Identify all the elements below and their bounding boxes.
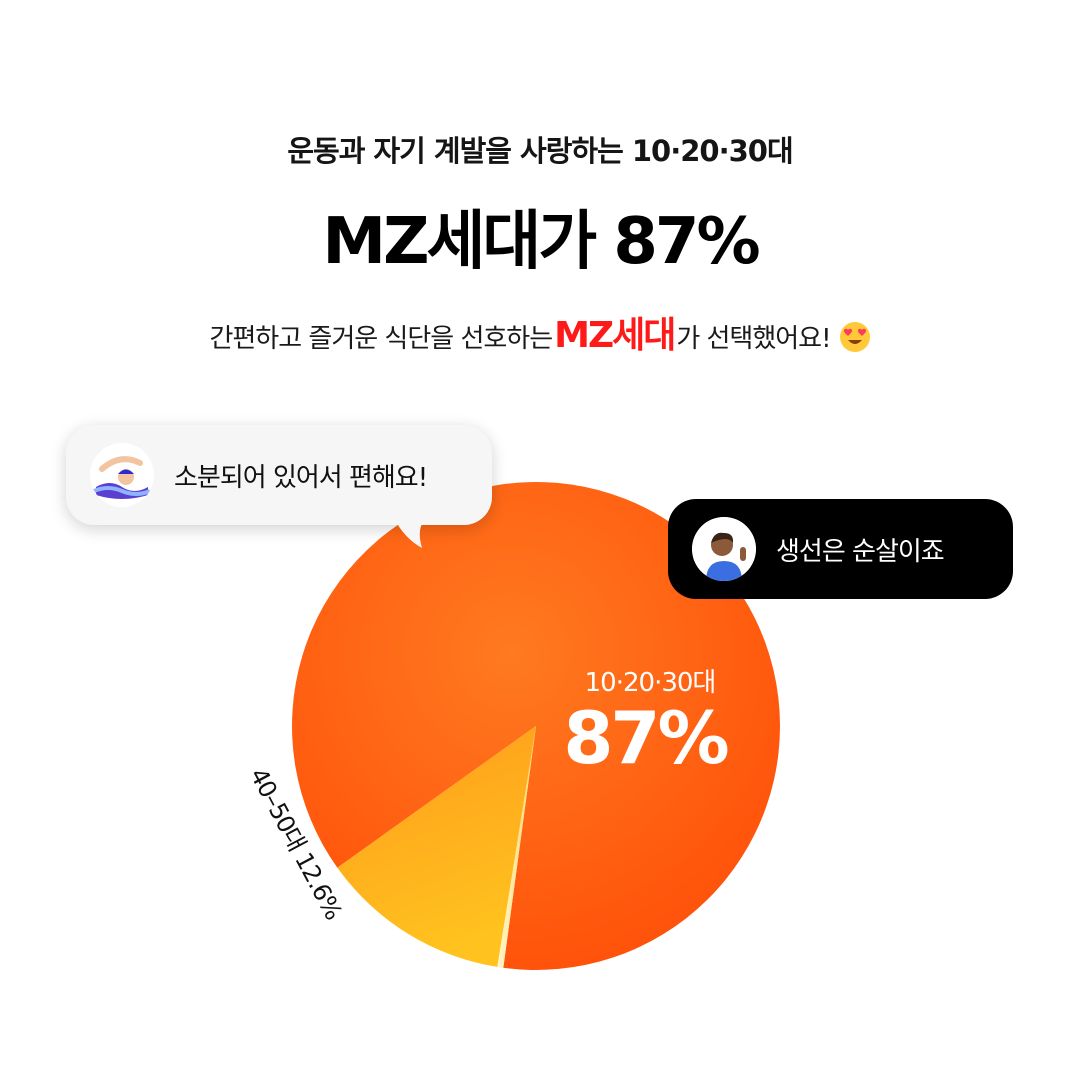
heart-eyes-emoji-icon (839, 321, 871, 353)
speech-bubble-right: 생선은 순살이죠 (668, 499, 1013, 599)
page-title: MZ세대가 87% (322, 205, 760, 279)
speech-bubble-left-tail (394, 518, 426, 548)
pie-slice-tiny (497, 726, 536, 968)
slice-label-value: 87% (563, 696, 729, 780)
person-waving-icon (692, 517, 756, 581)
subtitle: 운동과 자기 계발을 사랑하는 10·20·30대 (287, 134, 793, 168)
description-highlight: MZ세대 (554, 315, 676, 356)
description-text-before: 간편하고 즐거운 식단을 선호하는 (209, 324, 553, 354)
description: 간편하고 즐거운 식단을 선호하는 MZ세대 가 선택했어요! (0, 306, 1080, 358)
speech-bubble-right-text: 생선은 순살이죠 (776, 536, 945, 567)
speech-bubble-left: 소분되어 있어서 편해요! (66, 425, 492, 525)
pie-slice-main (292, 482, 781, 970)
pie-slice-secondary (337, 726, 536, 967)
speech-bubble-left-text: 소분되어 있어서 편해요! (174, 462, 428, 493)
swimmer-icon (90, 443, 154, 507)
slice-label-category: 10·20·30대 (584, 668, 717, 698)
description-text-after: 가 선택했어요! (676, 324, 831, 354)
